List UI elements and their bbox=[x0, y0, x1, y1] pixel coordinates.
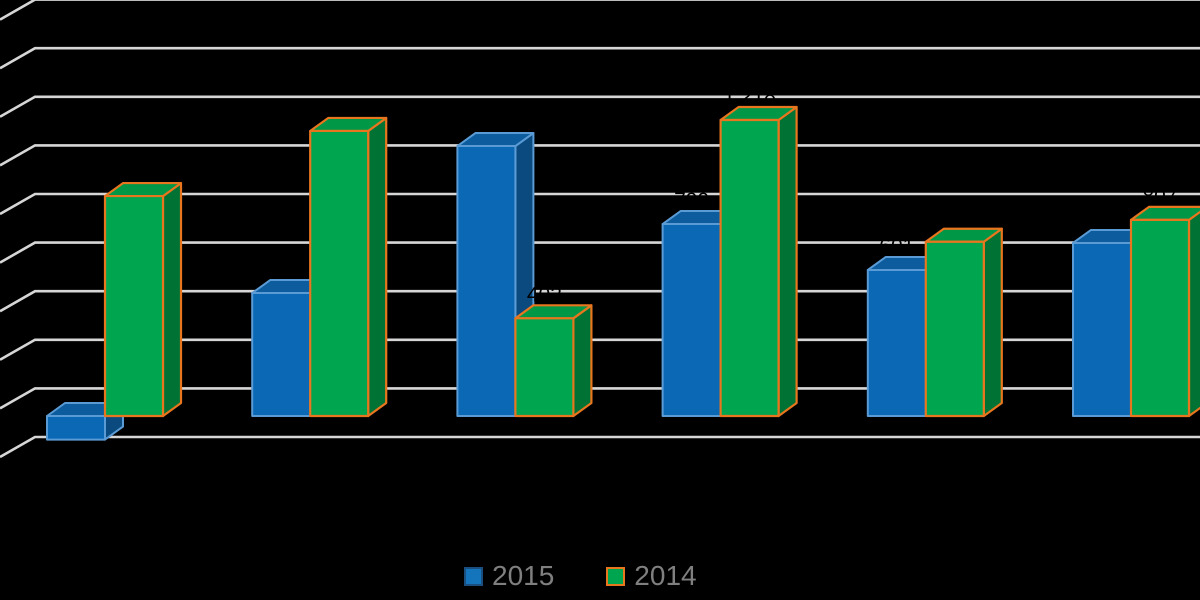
legend-item-2014: 2014 bbox=[606, 560, 697, 591]
bar-2014-c2-side bbox=[367, 116, 388, 418]
gridline bbox=[0, 387, 1200, 410]
legend-item-2015: 2015 bbox=[464, 562, 554, 590]
bar-2015-c5-front bbox=[866, 268, 927, 417]
bar-2015-c4-label: 790 bbox=[674, 189, 709, 212]
bar-2014-c6-side bbox=[1187, 210, 1200, 418]
bar-2014-c3-label: 402 bbox=[527, 283, 562, 306]
bar-2015-c3-front bbox=[456, 145, 517, 417]
bar-2015-c2-label: 506 bbox=[264, 258, 299, 281]
legend-label-2015: 2015 bbox=[492, 560, 555, 591]
legend-swatch-2014 bbox=[606, 566, 626, 586]
bar-2014-c6-front bbox=[1129, 218, 1191, 418]
bar-2014-c5-label: 717 bbox=[937, 207, 972, 230]
bar-2014-c4-label: 1,218 bbox=[723, 85, 776, 108]
gridline bbox=[0, 241, 1200, 264]
bar-2014-c2-label: 1,173 bbox=[313, 96, 366, 119]
bar-2014-c5-side bbox=[982, 227, 1003, 418]
bar-2015-c1-front bbox=[46, 415, 106, 441]
gridline bbox=[0, 435, 1200, 459]
bar-2015-c4-front bbox=[661, 223, 722, 417]
legend-swatch-2015 bbox=[464, 566, 483, 586]
bar-2014-c4-front bbox=[719, 118, 780, 418]
gridline bbox=[0, 144, 1200, 167]
legend-label-2014: 2014 bbox=[634, 560, 697, 591]
bar-2014-c1-side bbox=[161, 181, 183, 418]
gridline bbox=[0, 289, 1200, 313]
bar-2015-c6-front bbox=[1072, 241, 1132, 417]
bar-2014-c6-top bbox=[1129, 205, 1200, 221]
bar-2015-c1-label: -97 bbox=[61, 440, 91, 463]
bar-2014-c5-front bbox=[924, 240, 985, 418]
bar-2015-c2-front bbox=[251, 292, 312, 417]
bar-2015-c3-label: 1,111 bbox=[462, 111, 511, 134]
legend: 2015 2014 bbox=[464, 562, 697, 590]
bar-2014-c2-front bbox=[309, 129, 370, 418]
gridline bbox=[0, 95, 1200, 118]
bar-2015-c6-label: 712 bbox=[1084, 208, 1119, 231]
gridline bbox=[0, 0, 1200, 21]
gridline bbox=[0, 338, 1200, 361]
bar-2015-c5-label: 601 bbox=[879, 235, 914, 258]
bar-2014-c3-side bbox=[572, 304, 593, 418]
bar-2014-c1-label: 905 bbox=[116, 161, 151, 184]
bar-2014-c6-label: 807 bbox=[1142, 185, 1177, 208]
gridline bbox=[0, 46, 1200, 70]
gridline bbox=[0, 192, 1200, 216]
bar-2014-c4-side bbox=[777, 105, 798, 418]
bar-2014-c1-front bbox=[103, 194, 165, 418]
bar-2014-c3-front bbox=[514, 317, 575, 418]
